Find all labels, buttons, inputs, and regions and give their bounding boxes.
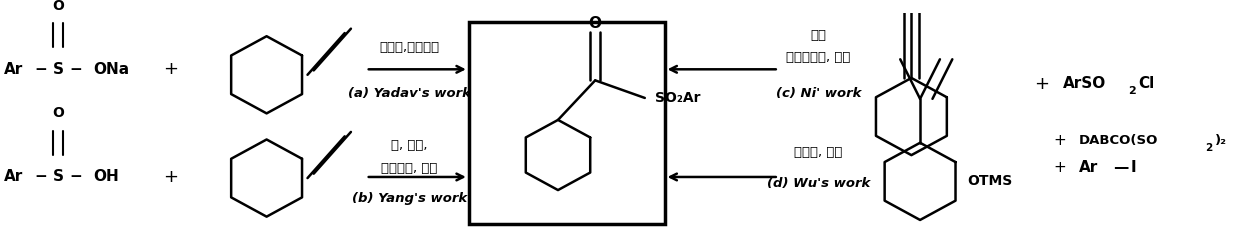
- Text: Ar: Ar: [1079, 160, 1099, 175]
- Text: 2: 2: [1128, 86, 1136, 96]
- Text: O: O: [52, 0, 64, 13]
- Text: (c) Ni' work: (c) Ni' work: [776, 87, 861, 100]
- Text: )₂: )₂: [1215, 134, 1228, 147]
- Text: +: +: [164, 168, 179, 186]
- Text: O: O: [52, 106, 64, 120]
- Text: −: −: [69, 169, 82, 185]
- Text: 光, 曙红,: 光, 曙红,: [391, 139, 428, 152]
- Text: S: S: [53, 62, 63, 77]
- Text: Cl: Cl: [1138, 76, 1154, 91]
- Text: 金属光敏剂, 盐酸: 金属光敏剂, 盐酸: [786, 51, 851, 64]
- Text: −: −: [35, 62, 47, 77]
- Text: 2: 2: [1205, 143, 1213, 153]
- Text: (a) Yadav's work: (a) Yadav's work: [347, 87, 471, 100]
- Text: —: —: [1114, 160, 1128, 175]
- Bar: [469, 22, 665, 224]
- Text: 过氧化物, 氯气: 过氧化物, 氯气: [381, 162, 438, 175]
- Text: ArSO: ArSO: [1063, 76, 1106, 91]
- Text: +: +: [164, 60, 179, 78]
- Text: −: −: [35, 169, 47, 185]
- Text: OTMS: OTMS: [967, 174, 1012, 188]
- Text: +: +: [1054, 160, 1066, 175]
- Text: O: O: [589, 16, 601, 31]
- Text: −: −: [69, 62, 82, 77]
- Text: OH: OH: [93, 169, 119, 185]
- Text: Ar: Ar: [4, 169, 24, 185]
- Text: I: I: [1131, 160, 1137, 175]
- Text: 紫外光, 氯气: 紫外光, 氯气: [794, 146, 843, 159]
- Text: SO₂Ar: SO₂Ar: [655, 91, 701, 105]
- Text: 确酸銀,过硫酸鼾: 确酸銀,过硫酸鼾: [379, 41, 439, 54]
- Text: DABCO(SO: DABCO(SO: [1079, 134, 1158, 147]
- Text: S: S: [53, 169, 63, 185]
- Text: Ar: Ar: [4, 62, 24, 77]
- Text: (d) Wu's work: (d) Wu's work: [766, 177, 870, 190]
- Text: +: +: [1054, 133, 1066, 148]
- Text: +: +: [1034, 75, 1049, 93]
- Text: (b) Yang's work: (b) Yang's work: [352, 192, 466, 206]
- Text: ONa: ONa: [93, 62, 129, 77]
- Text: 光照: 光照: [811, 29, 826, 42]
